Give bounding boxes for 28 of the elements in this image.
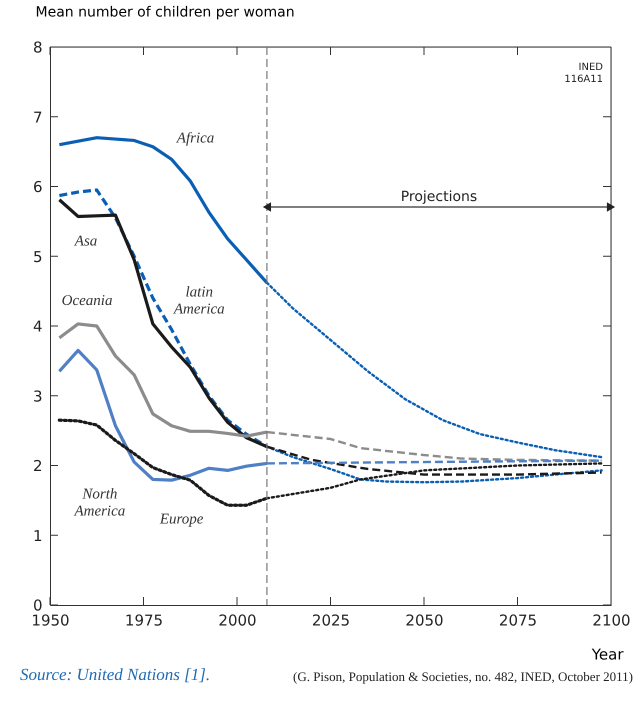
x-tick-label: 2000 (218, 612, 257, 630)
y-tick-label: 8 (32, 38, 42, 56)
y-tick-label: 1 (32, 526, 42, 545)
y-axis-title: Mean number of children per woman (36, 4, 295, 20)
y-tick-label: 4 (32, 318, 42, 336)
annotation: Projections (400, 189, 478, 205)
y-tick-label: 5 (32, 248, 42, 266)
series-label: Asa (74, 233, 98, 250)
y-tick-label: 0 (32, 596, 42, 614)
y-tick-label: 2 (32, 457, 42, 475)
x-tick-label: 1950 (31, 612, 70, 630)
x-tick-label: 2050 (405, 612, 444, 630)
x-tick-label: 2100 (592, 612, 631, 630)
x-axis-title: Year (590, 646, 624, 664)
y-tick-label: 6 (32, 178, 42, 196)
series-label: North America (73, 486, 126, 520)
x-tick-label: 2075 (498, 612, 538, 630)
series-label: latin America (172, 284, 225, 318)
x-tick-label: 2025 (312, 612, 350, 630)
text: (G. Pison, Population & Societies, no. 482, INED, October 2011) (292, 669, 633, 684)
y-tick-label: 7 (32, 108, 42, 126)
series-label: Europe (158, 511, 204, 528)
y-tick-label: 3 (32, 387, 42, 406)
source-note: Source: United Nations [1]. (20, 665, 210, 684)
x-tick-label: 1975 (124, 612, 164, 630)
series-label: Oceania (62, 292, 112, 309)
series-label: Africa (176, 130, 214, 146)
annotation: INED 116A11 (564, 62, 604, 85)
